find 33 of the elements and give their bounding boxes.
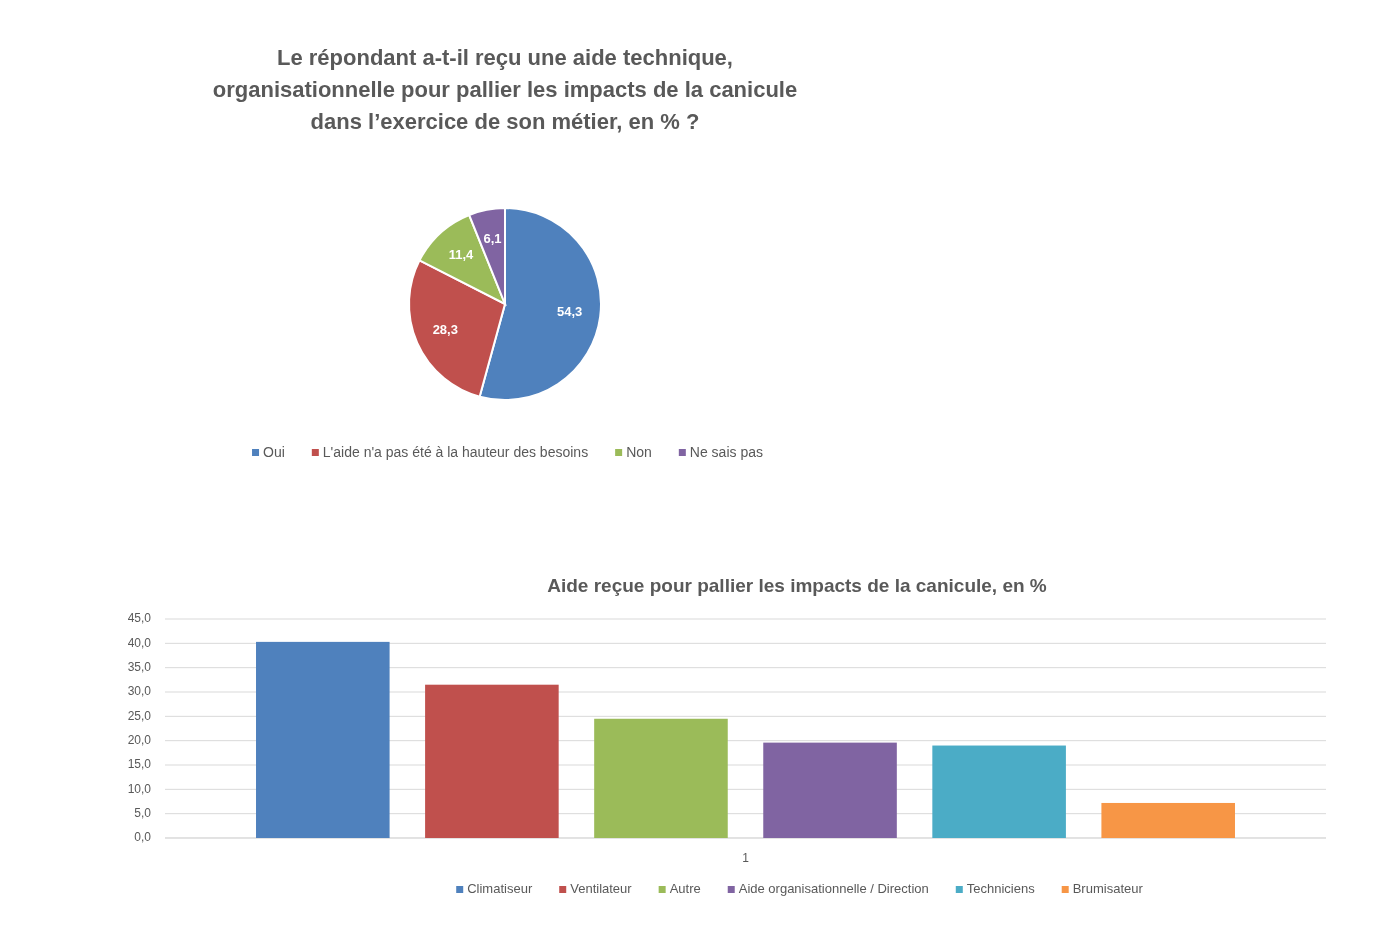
y-tick-label: 0,0	[134, 830, 152, 845]
bar	[932, 745, 1066, 838]
legend-label: Autre	[669, 881, 701, 897]
y-tick-label: 45,0	[127, 611, 152, 626]
data-label: 6,1	[483, 231, 502, 247]
legend-label: Non	[626, 443, 652, 460]
data-label: 28,3	[432, 321, 458, 337]
chart-title: Le répondant a-t-il reçu une aide technique, organisationnelle pour pallier les impacts de la canicule dans l’exercice de son métier, en % ?	[212, 45, 798, 134]
bar	[594, 718, 728, 838]
y-tick-label: 20,0	[127, 732, 152, 747]
y-tick-label: 40,0	[127, 635, 152, 650]
y-tick-label: 25,0	[127, 708, 152, 723]
y-tick-label: 35,0	[127, 659, 152, 674]
legend-label: Ne sais pas	[689, 443, 763, 460]
bar	[763, 742, 897, 838]
chart-title: Aide reçue pour pallier les impacts de la canicule, en %	[547, 575, 1047, 596]
legend-label: Aide organisationnelle / Direction	[738, 881, 929, 897]
legend-label: Oui	[263, 443, 285, 460]
y-tick-label: 15,0	[127, 757, 152, 772]
data-label: 11,4	[448, 247, 475, 263]
y-tick-label: 30,0	[127, 684, 152, 699]
legend-label: Brumisateur	[1072, 881, 1144, 897]
bar	[1101, 802, 1235, 838]
data-label: 54,3	[557, 304, 583, 320]
legend-label: L'aide n'a pas été à la hauteur des besoins	[322, 443, 589, 460]
legend-label: Climatiseur	[467, 881, 533, 897]
x-tick-label: 1	[742, 851, 750, 866]
y-tick-label: 5,0	[134, 805, 152, 820]
bar	[256, 641, 390, 838]
y-tick-label: 10,0	[127, 781, 152, 796]
legend-label: Ventilateur	[570, 881, 633, 897]
legend-label: Techniciens	[966, 881, 1036, 897]
bar	[425, 684, 559, 838]
